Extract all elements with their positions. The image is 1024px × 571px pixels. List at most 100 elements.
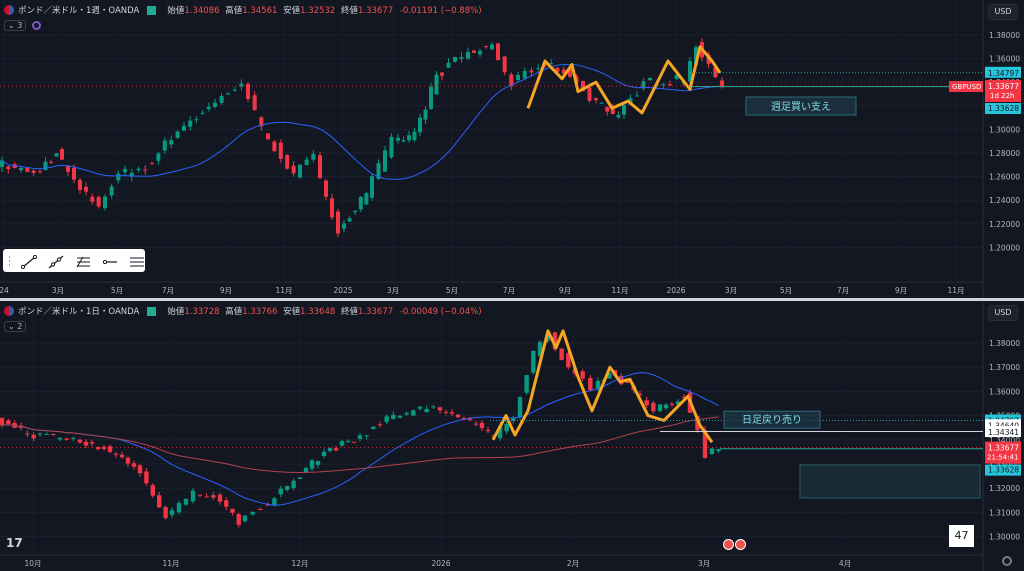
candle-body <box>182 125 186 131</box>
tradingview-logo[interactable]: 17 <box>6 536 23 550</box>
symbol-title[interactable]: ポンド／米ドル・1日・OANDA <box>18 307 140 317</box>
x-tick-label: 9月 <box>220 286 232 295</box>
economic-events[interactable] <box>723 539 746 550</box>
horizontal-ray-tool-icon[interactable] <box>102 254 118 268</box>
candle-body <box>291 165 296 174</box>
symbol-title[interactable]: ポンド／米ドル・1週・OANDA <box>18 6 140 16</box>
candle-body <box>446 62 451 68</box>
y-tick-label: 1.34000 <box>989 436 1020 445</box>
candle-body <box>19 167 23 170</box>
candle-body <box>49 161 53 163</box>
zigzag-line <box>491 329 714 444</box>
candle-body <box>453 56 457 62</box>
open-value: 1.34086 <box>184 6 220 16</box>
ray-tool-icon[interactable] <box>48 254 64 268</box>
candle-body <box>622 104 626 115</box>
candle-body <box>555 67 560 72</box>
ohlc-values: 始値1.34086 高値1.34561 安値1.32532 終値1.33677 … <box>164 4 481 16</box>
candle-body <box>259 117 264 127</box>
candle-body <box>357 435 363 439</box>
y-tick-label: 1.28000 <box>989 149 1020 158</box>
candle-body <box>537 341 543 357</box>
candle-body <box>38 171 42 173</box>
indicator-count: 3 <box>17 21 23 30</box>
candle-body <box>66 166 70 172</box>
candle-body <box>522 71 527 79</box>
daily-chart-canvas[interactable]: 1.380001.370001.360001.350001.340001.330… <box>0 301 1024 571</box>
x-tick-label: 9月 <box>559 286 571 295</box>
candle-body <box>204 496 209 498</box>
candle-body <box>389 136 394 158</box>
low-value: 1.33648 <box>300 307 336 317</box>
annotation-box <box>723 410 821 429</box>
candle-body <box>217 494 223 502</box>
candle-body <box>176 502 182 513</box>
close-value: 1.33677 <box>357 6 394 16</box>
event-flag-icon[interactable] <box>735 539 746 550</box>
indicator-toggle[interactable]: ⌄ 3 <box>4 20 27 31</box>
currency-selector[interactable]: USD <box>988 4 1018 20</box>
change-value: -0.00049 (−0.04%) <box>399 307 482 317</box>
x-tick-label: 10月 <box>24 559 41 568</box>
notification-counter[interactable]: 47 <box>949 525 974 547</box>
candle-body <box>345 440 351 443</box>
candle-body <box>6 420 11 425</box>
x-tick-label: 2026 <box>431 559 450 568</box>
candle-body <box>144 471 149 484</box>
candle-body <box>347 218 352 222</box>
x-tick-label: 4月 <box>839 559 851 568</box>
candle-body <box>0 417 5 426</box>
candle-body <box>383 150 387 172</box>
candle-body <box>706 54 711 64</box>
chart-settings-icon[interactable] <box>1002 556 1012 566</box>
candle-body <box>197 494 203 496</box>
pane-divider[interactable] <box>0 298 1024 301</box>
low-label: 安値 <box>283 307 301 317</box>
candle-body <box>443 411 449 413</box>
candle-body <box>113 453 119 455</box>
candle-body <box>504 423 509 432</box>
currency-selector[interactable]: USD <box>988 305 1018 321</box>
open-label: 始値 <box>167 307 185 317</box>
candle-body <box>635 95 639 97</box>
candle-body <box>720 80 724 88</box>
candle-body <box>190 490 196 502</box>
event-flag-icon[interactable] <box>723 539 734 550</box>
candle-body <box>561 69 566 74</box>
daily-chart-pane[interactable]: ポンド／米ドル・1日・OANDA 始値1.33728 高値1.33766 安値1… <box>0 301 1024 571</box>
y-tick-label: 1.22000 <box>989 220 1020 229</box>
close-label: 終値 <box>340 307 358 317</box>
candle-body <box>434 74 439 95</box>
candle-body <box>230 508 235 513</box>
candle-body <box>43 161 48 171</box>
candle-body <box>364 193 369 205</box>
symbol-label-box <box>949 81 983 93</box>
weekly-chart-canvas[interactable]: 1.380001.360001.340001.320001.300001.280… <box>0 0 1024 298</box>
fib-tool-icon[interactable] <box>75 254 91 268</box>
candle-body <box>536 67 541 69</box>
x-tick-label: 12月 <box>291 559 308 568</box>
candle-body <box>688 61 692 82</box>
weekly-chart-pane[interactable]: ポンド／米ドル・1週・OANDA 始値1.34086 高値1.34561 安値1… <box>0 0 1024 298</box>
toolbar-drag-handle[interactable] <box>8 254 10 267</box>
trend-line-tool-icon[interactable] <box>20 254 38 269</box>
indicator-settings-icon[interactable] <box>32 21 42 30</box>
indicator-toggle[interactable]: ⌄ 2 <box>4 321 27 332</box>
indicator-row: ⌄ 2 <box>4 321 27 332</box>
candle-body <box>594 98 598 101</box>
candle-body <box>54 153 59 157</box>
x-tick-label: 9月 <box>895 286 907 295</box>
candle-body <box>407 135 411 141</box>
candle-body <box>581 80 585 92</box>
candle-body <box>599 102 604 104</box>
candle-body <box>351 441 357 443</box>
y-tick-label: 1.31000 <box>989 508 1020 517</box>
close-label: 終値 <box>340 6 358 16</box>
annotation-text: 日足戻り売り <box>742 413 802 426</box>
candle-body <box>353 210 358 213</box>
y-tick-label: 1.32000 <box>989 484 1020 493</box>
candle-body <box>404 412 409 415</box>
parallel-lines-tool-icon[interactable] <box>129 254 145 268</box>
candle-body <box>103 196 107 209</box>
candle-body <box>479 422 485 429</box>
